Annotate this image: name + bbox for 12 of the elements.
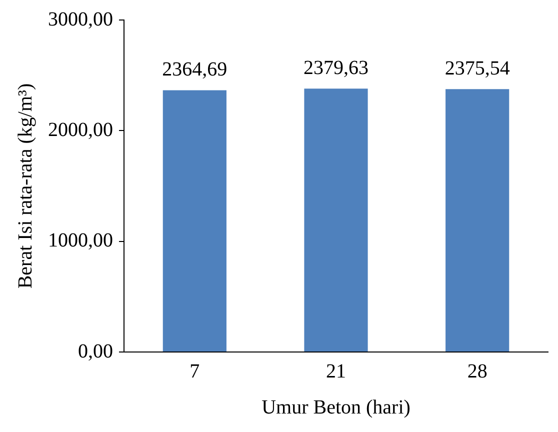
y-axis-title: Berat Isi rata-rata (kg/m³) — [14, 83, 36, 289]
y-tick-label: 3000,00 — [48, 8, 113, 30]
y-tick-label: 1000,00 — [48, 230, 113, 252]
x-axis-title: Umur Beton (hari) — [262, 396, 410, 418]
x-tick-label: 21 — [326, 360, 346, 382]
y-tick-label: 0,00 — [78, 340, 113, 362]
x-tick-label: 28 — [467, 360, 488, 382]
data-label: 2379,63 — [304, 56, 368, 79]
data-label: 2375,54 — [444, 57, 510, 80]
y-tick-label: 2000,00 — [48, 118, 113, 141]
data-label: 2364,69 — [162, 58, 228, 81]
x-tick-label: 7 — [190, 360, 200, 382]
